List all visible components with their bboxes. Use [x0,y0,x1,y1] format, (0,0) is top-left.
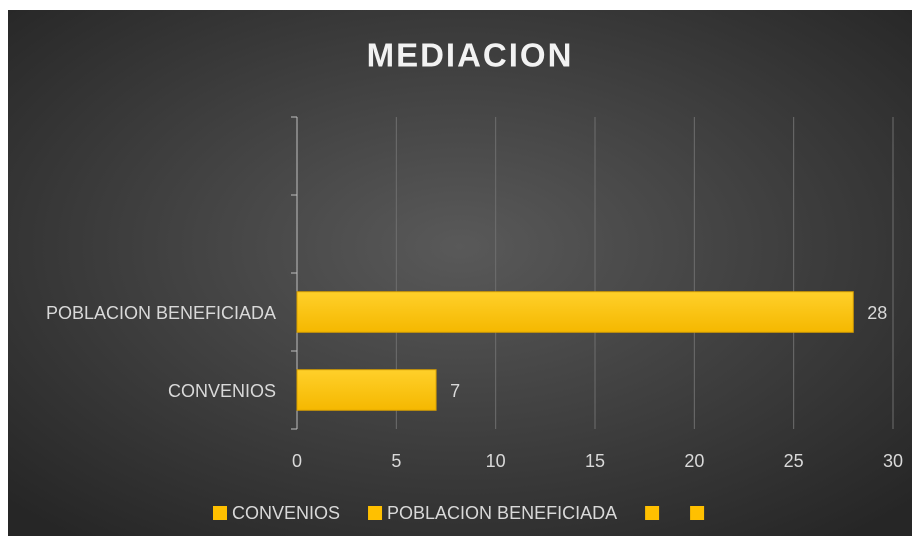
bar [296,369,437,411]
legend-label: POBLACION BENEFICIADA [387,503,617,523]
legend-swatch [690,506,705,520]
data-label: 7 [450,381,460,401]
x-tick-label: 30 [883,451,903,471]
x-tick-label: 25 [784,451,804,471]
y-tick-label: POBLACION BENEFICIADA [46,303,276,323]
x-tick-label: 15 [585,451,605,471]
x-tick-label: 10 [486,451,506,471]
legend-swatch [368,506,383,520]
x-tick-label: 0 [292,451,302,471]
legend-swatch [213,506,227,520]
chart-title: MEDIACION [367,37,574,74]
y-tick-label: CONVENIOS [168,381,276,401]
chart-background [8,10,912,536]
legend-swatch [645,506,660,520]
bar [296,291,854,333]
x-tick-label: 5 [391,451,401,471]
legend-label: CONVENIOS [232,503,340,523]
data-label: 28 [867,303,887,323]
x-tick-label: 20 [684,451,704,471]
